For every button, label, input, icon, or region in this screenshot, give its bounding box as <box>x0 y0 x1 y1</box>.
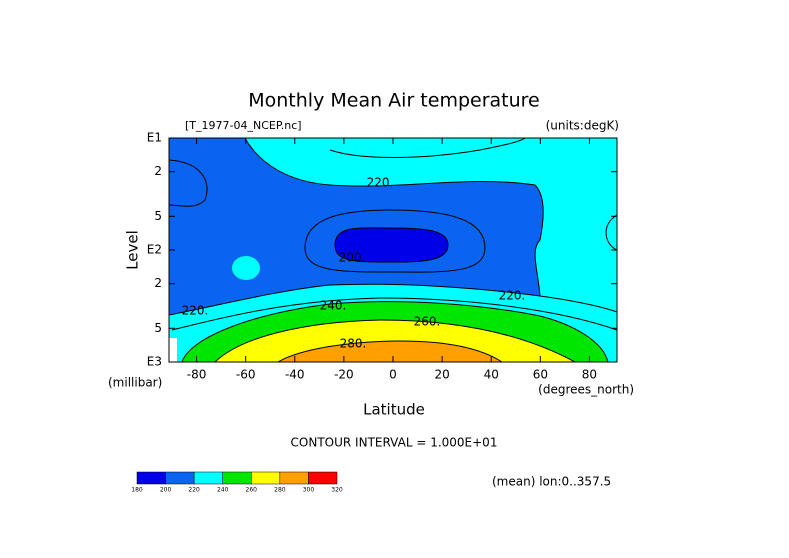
colorbar-box <box>222 471 252 485</box>
contour-line <box>329 137 526 158</box>
y-axis-label: Level <box>124 230 142 270</box>
colorbar-box <box>308 471 338 485</box>
x-tick-label: 40 <box>484 368 499 382</box>
contour-label: 280. <box>340 337 367 351</box>
missing-data <box>169 338 177 362</box>
colorbar-box <box>251 471 281 485</box>
x-units: (degrees_north) <box>538 383 634 397</box>
footnote: (mean) lon:0..357.5 <box>492 475 611 489</box>
x-tick-label: -60 <box>236 368 256 382</box>
x-tick-label: -40 <box>285 368 305 382</box>
contour-label: 260. <box>414 315 441 329</box>
y-tick-label: E3 <box>147 355 162 369</box>
x-tick-label: 0 <box>389 368 397 382</box>
contour-line <box>214 319 576 363</box>
colorbar-label: 260 <box>246 487 258 494</box>
contour-label: 220. <box>499 289 526 303</box>
x-tick-label: 80 <box>582 368 597 382</box>
colorbar-label: 240 <box>217 487 229 494</box>
colorbar-label: 200 <box>160 487 172 494</box>
contour-line <box>605 214 618 251</box>
chart-title: Monthly Mean Air temperature <box>248 90 539 112</box>
contour-interval: CONTOUR INTERVAL = 1.000E+01 <box>291 436 498 450</box>
colorbar-label: 320 <box>331 487 343 494</box>
colorbar-label: 280 <box>274 487 286 494</box>
contour-label: 200. <box>339 251 366 265</box>
file-label: [T_1977-04_NCEP.nc] <box>185 119 302 132</box>
x-tick-label: -20 <box>334 368 354 382</box>
y-tick-label: 5 <box>154 209 162 223</box>
x-tick-label: -80 <box>187 368 207 382</box>
colorbar-label: 300 <box>303 487 315 494</box>
y-tick-label: 5 <box>154 321 162 335</box>
colorbar-box <box>165 471 195 485</box>
x-tick-label: 60 <box>533 368 548 382</box>
y-tick-label: 2 <box>154 164 162 178</box>
contour-line <box>168 159 208 207</box>
contour-line <box>244 137 544 297</box>
contour-line <box>334 227 449 263</box>
x-tick-label: 20 <box>434 368 449 382</box>
contour-label: 240. <box>320 299 347 313</box>
contour-line <box>277 340 503 363</box>
contour-line <box>304 209 486 273</box>
contour-label: 220. <box>367 176 394 190</box>
colorbar-box <box>193 471 223 485</box>
colorbar-box <box>279 471 309 485</box>
y-units: (millibar) <box>108 376 162 390</box>
contour-label: 220. <box>182 304 209 318</box>
colorbar-box <box>136 471 166 485</box>
y-tick-label: 2 <box>154 276 162 290</box>
x-axis-label: Latitude <box>363 401 425 419</box>
contour-band <box>232 256 260 280</box>
contour-band <box>335 227 448 262</box>
y-tick-label: E1 <box>147 131 162 145</box>
y-tick-label: E2 <box>147 243 162 257</box>
contour-line <box>171 297 618 331</box>
colorbar-label: 220 <box>188 487 200 494</box>
contour-line <box>181 301 609 363</box>
contour-line <box>168 283 618 316</box>
contour-band <box>278 341 502 362</box>
units-label: (units:degK) <box>546 119 619 133</box>
colorbar-label: 180 <box>131 487 143 494</box>
